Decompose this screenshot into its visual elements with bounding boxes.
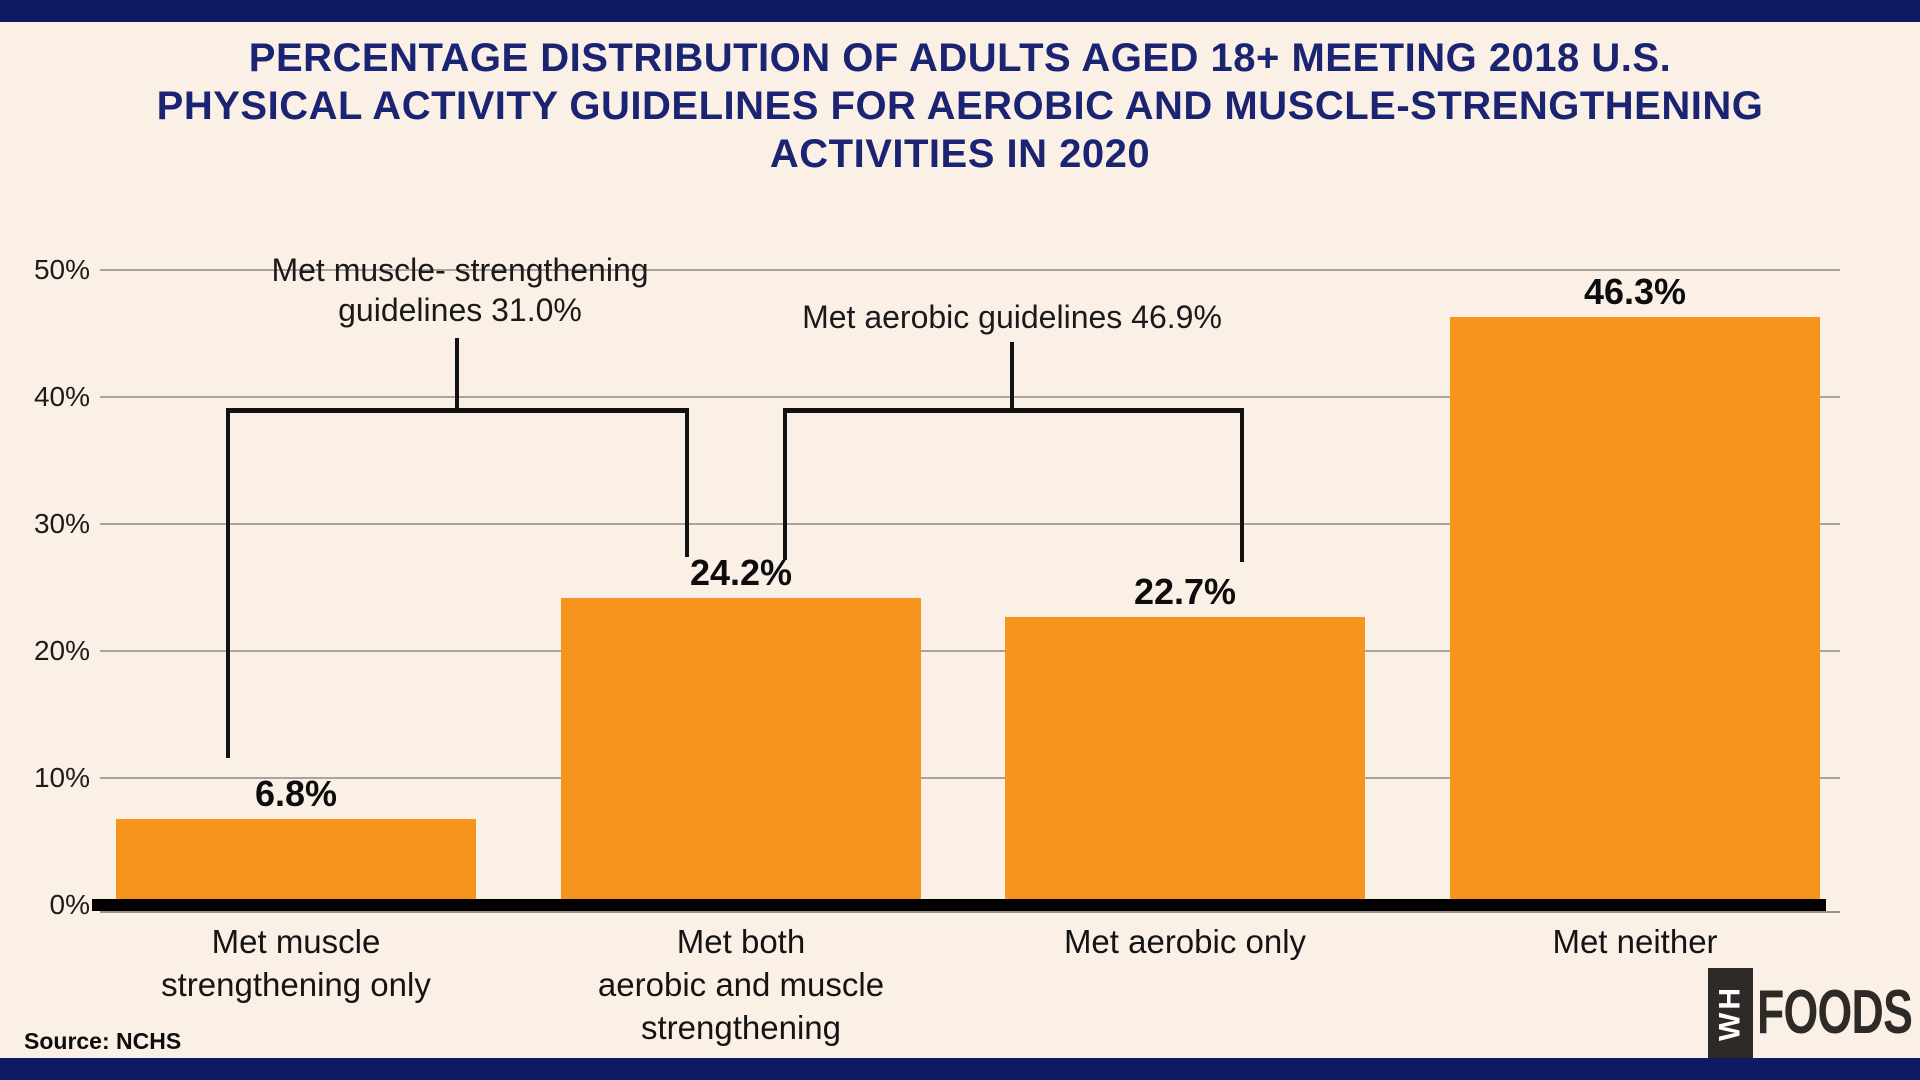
y-tick-10: 10% <box>33 762 90 793</box>
bar-value-label: 22.7% <box>1133 571 1237 612</box>
chart-title-line-2: PHYSICAL ACTIVITY GUIDELINES FOR AEROBIC… <box>156 84 1764 128</box>
source-attribution: Source: NCHS <box>24 1028 182 1054</box>
gridline-50 <box>100 269 1840 271</box>
bar-met-neither: 46.3% <box>1450 271 1820 905</box>
x-label-line: Met aerobic only <box>1063 923 1307 960</box>
bar-met-aerobic-only: 22.7% <box>1005 571 1365 905</box>
top-accent-bar <box>0 0 1920 22</box>
bar-value-label: 46.3% <box>1583 271 1687 312</box>
bottom-accent-bar <box>0 1058 1920 1080</box>
bar-met-muscle-only: 6.8% <box>116 773 476 905</box>
gridline-20 <box>100 650 1840 652</box>
annotation-aerobic: Met aerobic guidelines 46.9% <box>762 297 1262 337</box>
gridline-40 <box>100 396 1840 398</box>
x-label-line: Met muscle <box>211 923 381 960</box>
annotation-line: Met muscle- strengthening <box>271 252 649 288</box>
chart-title: PERCENTAGE DISTRIBUTION OF ADULTS AGED 1… <box>0 34 1920 178</box>
aerobic-bracket-horizontal <box>783 408 1244 413</box>
x-label-line: aerobic and muscle <box>597 966 885 1003</box>
aerobic-bracket-stem <box>1010 342 1014 410</box>
whfoods-logo-box: WH <box>1708 968 1753 1058</box>
x-label-met-aerobic-only: Met aerobic only <box>985 920 1385 963</box>
y-tick-20: 20% <box>33 635 90 666</box>
y-tick-0: 0% <box>49 889 90 920</box>
aerobic-bracket-right-leg <box>1240 408 1244 562</box>
x-label-line: strengthening only <box>161 966 431 1003</box>
muscle-bracket-right-leg <box>685 408 689 557</box>
x-label-line: strengthening <box>641 1009 841 1046</box>
bar-value-label: 24.2% <box>689 552 793 593</box>
x-axis-baseline-shadow <box>100 911 1840 913</box>
muscle-bracket-left-leg <box>226 408 230 758</box>
x-label-line: Met neither <box>1552 923 1718 960</box>
y-tick-50: 50% <box>33 254 90 285</box>
gridline-30 <box>100 523 1840 525</box>
muscle-bracket-stem <box>455 338 459 410</box>
chart-title-line-1: PERCENTAGE DISTRIBUTION OF ADULTS AGED 1… <box>248 36 1672 80</box>
gridline-10 <box>100 777 1840 779</box>
whfoods-logo-foods: FOODS <box>1757 978 1913 1047</box>
y-tick-40: 40% <box>33 381 90 412</box>
bar-value-label: 6.8% <box>254 773 338 814</box>
annotation-muscle-strengthening: Met muscle- strengthening guidelines 31.… <box>210 250 710 330</box>
annotation-line: Met aerobic guidelines 46.9% <box>802 299 1222 335</box>
chart-title-line-3: ACTIVITIES IN 2020 <box>769 132 1151 176</box>
x-label-met-both: Met both aerobic and muscle strengthenin… <box>541 920 941 1049</box>
x-label-met-neither: Met neither <box>1430 920 1840 963</box>
muscle-bracket-horizontal <box>226 408 689 413</box>
y-tick-30: 30% <box>33 508 90 539</box>
bar-met-both: 24.2% <box>561 552 921 905</box>
x-label-line: Met both <box>676 923 806 960</box>
x-label-met-muscle-only: Met muscle strengthening only <box>96 920 496 1006</box>
whfoods-logo-wh-vertical: WH <box>1713 985 1747 1041</box>
annotation-line: guidelines 31.0% <box>338 292 582 328</box>
x-axis-baseline <box>92 899 1826 911</box>
aerobic-bracket-left-leg <box>783 408 787 560</box>
